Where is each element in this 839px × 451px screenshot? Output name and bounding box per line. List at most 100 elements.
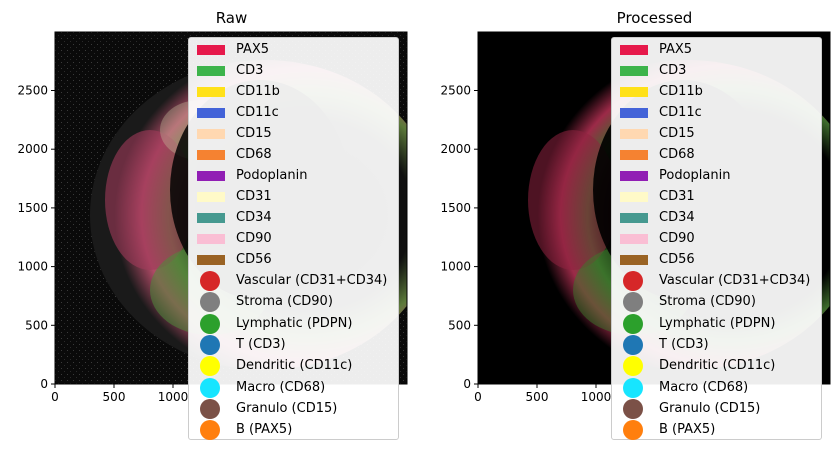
legend-label: CD11c	[236, 105, 279, 120]
y-tick-label: 0	[40, 377, 48, 391]
legend-label: Podoplanin	[659, 168, 731, 183]
legend-swatch	[620, 108, 648, 118]
legend-label: Stroma (CD90)	[659, 294, 756, 310]
legend-swatch	[197, 66, 225, 76]
y-tick-label: 0	[463, 377, 471, 391]
legend-circle-marker	[200, 377, 220, 398]
legend-label: T (CD3)	[659, 336, 709, 352]
legend-swatch	[197, 45, 225, 55]
y-tick-label: 2500	[17, 84, 48, 98]
legend-swatch	[197, 129, 225, 139]
y-tick-label: 1500	[17, 201, 48, 215]
legend-label: CD3	[659, 63, 687, 78]
legend-item-cell-type: Dendritic (CD11c)	[612, 356, 821, 377]
legend-item-cell-type: B (PAX5)	[612, 420, 821, 441]
legend-item-marker: CD11c	[612, 103, 821, 124]
x-tick-label: 500	[526, 390, 549, 404]
y-tick-label: 2500	[440, 84, 471, 98]
legend-item-cell-type: T (CD3)	[612, 334, 821, 356]
legend-item-cell-type: B (PAX5)	[189, 420, 398, 441]
legend-circle-marker	[200, 356, 220, 377]
legend-item-cell-type: T (CD3)	[189, 334, 398, 356]
legend-item-cell-type: Granulo (CD15)	[189, 398, 398, 420]
legend-label: Granulo (CD15)	[659, 400, 761, 416]
legend-label: CD31	[236, 189, 272, 204]
legend-swatch	[197, 108, 225, 118]
legend-label: CD68	[659, 147, 695, 162]
legend-label: Vascular (CD31+CD34)	[659, 273, 811, 288]
legend-item-cell-type: Lymphatic (PDPN)	[612, 313, 821, 335]
legend-swatch	[620, 87, 648, 97]
legend-label: PAX5	[236, 42, 270, 57]
legend-item-marker: CD31	[189, 187, 398, 208]
legend-label: CD34	[659, 210, 695, 225]
legend-item-marker: PAX5	[189, 40, 398, 61]
legend-item-cell-type: Lymphatic (PDPN)	[189, 313, 398, 335]
legend-circle-marker	[200, 292, 220, 313]
legend-label: Granulo (CD15)	[236, 400, 338, 416]
legend-circle-marker	[623, 271, 643, 291]
legend-label: B (PAX5)	[236, 422, 293, 438]
y-tick-label: 500	[25, 318, 48, 332]
legend-item-cell-type: Macro (CD68)	[189, 377, 398, 399]
legend-label: Macro (CD68)	[236, 379, 326, 395]
legend-swatch	[197, 213, 225, 223]
x-tick-label: 0	[474, 390, 482, 404]
legend-item-marker: CD15	[612, 124, 821, 145]
legend-item-marker: PAX5	[612, 40, 821, 61]
legend-label: Lymphatic (PDPN)	[236, 315, 353, 331]
legend-circle-marker	[623, 420, 643, 441]
legend-swatch	[620, 129, 648, 139]
legend-swatch	[620, 66, 648, 76]
legend-label: CD15	[659, 126, 695, 141]
legend-swatch	[197, 150, 225, 160]
legend-swatch	[197, 87, 225, 97]
legend-swatch	[197, 171, 225, 181]
legend-label: Macro (CD68)	[659, 379, 749, 395]
legend-item-cell-type: Vascular (CD31+CD34)	[612, 271, 821, 292]
y-tick-label: 2000	[440, 142, 471, 156]
legend: PAX5 CD3 CD11b CD11c CD15 CD68 Podoplanin CD31 C…	[188, 37, 399, 441]
legend-label: Podoplanin	[236, 168, 308, 183]
legend-circle-marker	[623, 356, 643, 377]
legend-circle-marker	[200, 398, 220, 419]
legend-swatch	[620, 171, 648, 181]
legend-label: Dendritic (CD11c)	[659, 358, 776, 374]
legend-item-marker: CD34	[612, 208, 821, 229]
legend-label: CD56	[659, 252, 695, 267]
legend-item-cell-type: Stroma (CD90)	[612, 292, 821, 313]
legend-circle-marker	[200, 420, 220, 441]
legend-item-marker: CD31	[612, 187, 821, 208]
legend: PAX5 CD3 CD11b CD11c CD15 CD68 Podoplanin CD31 C…	[611, 37, 822, 441]
legend-item-marker: CD56	[612, 250, 821, 271]
legend-label: CD11b	[236, 84, 280, 99]
y-tick-label: 1000	[440, 260, 471, 274]
legend-item-marker: CD34	[189, 208, 398, 229]
legend-label: T (CD3)	[236, 336, 286, 352]
legend-circle-marker	[200, 271, 220, 291]
x-tick-label: 500	[103, 390, 126, 404]
panel-title: Raw	[215, 9, 248, 27]
legend-item-cell-type: Granulo (CD15)	[612, 398, 821, 420]
legend-item-marker: CD90	[612, 229, 821, 250]
legend-circle-marker	[200, 313, 220, 334]
legend-item-marker: CD68	[612, 145, 821, 166]
panel-title: Processed	[616, 9, 693, 27]
legend-swatch	[620, 45, 648, 55]
x-tick-label: 1000	[158, 390, 189, 404]
legend-swatch	[620, 192, 648, 202]
legend-circle-marker	[623, 313, 643, 334]
legend-item-marker: CD11c	[189, 103, 398, 124]
legend-label: CD90	[236, 231, 272, 246]
legend-label: PAX5	[659, 42, 693, 57]
legend-label: Dendritic (CD11c)	[236, 358, 353, 374]
legend-item-marker: Podoplanin	[612, 166, 821, 187]
legend-label: CD11c	[659, 105, 702, 120]
legend-label: Vascular (CD31+CD34)	[236, 273, 388, 288]
legend-item-marker: CD11b	[612, 82, 821, 103]
y-tick-label: 1500	[440, 201, 471, 215]
y-tick-label: 2000	[17, 142, 48, 156]
legend-label: B (PAX5)	[659, 422, 716, 438]
legend-swatch	[620, 150, 648, 160]
legend-item-cell-type: Dendritic (CD11c)	[189, 356, 398, 377]
